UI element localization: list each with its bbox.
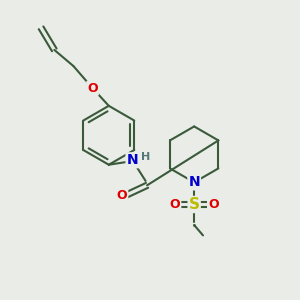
Text: S: S [189,197,200,212]
Text: O: O [117,189,127,202]
Text: N: N [188,176,200,189]
Text: O: O [87,82,98,95]
Text: O: O [208,198,219,211]
Text: H: H [141,152,150,162]
Text: N: N [127,153,138,167]
Text: O: O [170,198,180,211]
